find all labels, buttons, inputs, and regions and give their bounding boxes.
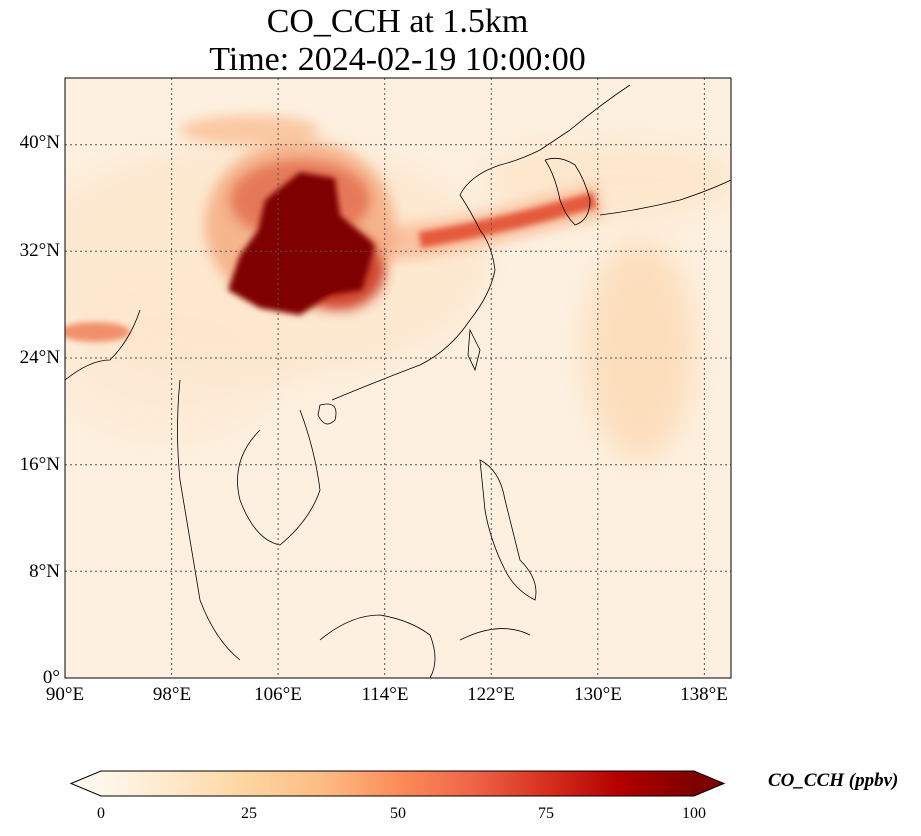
ytick-label: 0° xyxy=(42,667,60,688)
xtick-label: 122°E xyxy=(467,684,515,705)
ytick-label: 24°N xyxy=(19,347,60,368)
east-china-korea-plume xyxy=(378,183,605,262)
xtick-label: 130°E xyxy=(574,684,622,705)
concentration-field xyxy=(65,78,731,678)
map-title: CO_CCH at 1.5km xyxy=(266,3,529,40)
ytick-label: 40°N xyxy=(19,132,60,153)
xtick-label: 90°E xyxy=(45,684,85,705)
map-frame xyxy=(64,77,732,679)
colorbar-tick-label: 0 xyxy=(97,805,105,822)
colorbar-tick-label: 50 xyxy=(390,805,406,822)
colorbar-min-extend xyxy=(71,771,101,796)
colorbar-gradient xyxy=(101,771,694,796)
ytick-label: 8°N xyxy=(29,561,60,582)
bangladesh-plume xyxy=(65,322,130,342)
colorbar-tick-label: 25 xyxy=(241,805,257,822)
colorbar-tick-label: 100 xyxy=(682,805,706,822)
xtick-label: 138°E xyxy=(680,684,728,705)
pacific-plume xyxy=(585,240,695,460)
gridlines xyxy=(65,78,731,678)
ytick-label: 16°N xyxy=(19,454,60,475)
xtick-label: 106°E xyxy=(254,684,302,705)
coastlines xyxy=(65,84,731,678)
xtick-label: 114°E xyxy=(361,684,409,705)
colorbar-max-extend xyxy=(694,771,724,796)
colorbar-outline xyxy=(69,770,726,797)
map-subtitle-time: Time: 2024-02-19 10:00:00 xyxy=(209,41,586,78)
xtick-label: 98°E xyxy=(152,684,192,705)
colorbar xyxy=(69,770,726,797)
colorbar-label: CO_CCH (ppbv) xyxy=(768,770,899,791)
sichuan-plume xyxy=(205,140,395,315)
ytick-label: 32°N xyxy=(19,240,60,261)
colorbar-tick-label: 75 xyxy=(538,805,554,822)
